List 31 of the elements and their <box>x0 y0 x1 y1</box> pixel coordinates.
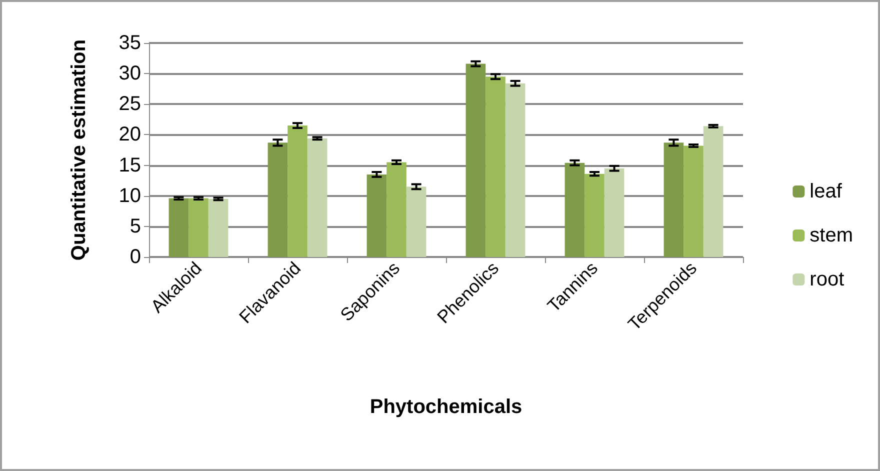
x-axis-title: Phytochemicals <box>370 396 522 418</box>
bar <box>406 186 426 257</box>
y-axis-title: Quantitative estimation <box>68 39 90 261</box>
bar <box>584 174 604 257</box>
bar <box>168 198 189 257</box>
legend-label: stem <box>810 224 854 246</box>
bar <box>188 198 208 257</box>
bar <box>664 142 684 257</box>
y-tick-label: 5 <box>130 215 141 238</box>
bar <box>604 168 624 257</box>
bar <box>564 162 585 257</box>
bar <box>268 142 288 257</box>
y-tick-label: 20 <box>118 124 141 146</box>
bar <box>366 174 387 257</box>
bar <box>307 138 328 257</box>
bar <box>288 126 308 257</box>
bar <box>703 126 724 257</box>
legend-label: root <box>810 268 845 290</box>
bar <box>505 83 526 257</box>
bar <box>208 198 228 257</box>
bar <box>486 76 506 257</box>
bar <box>386 162 406 257</box>
y-tick-label: 30 <box>118 62 141 85</box>
y-tick-label: 15 <box>118 154 141 176</box>
bar <box>466 64 486 257</box>
legend-label: leaf <box>810 180 842 202</box>
bar <box>684 146 704 257</box>
y-tick-label: 10 <box>118 184 141 207</box>
y-tick-label: 25 <box>118 93 141 116</box>
y-tick-label: 35 <box>118 32 141 54</box>
y-tick-label: 0 <box>130 246 141 268</box>
